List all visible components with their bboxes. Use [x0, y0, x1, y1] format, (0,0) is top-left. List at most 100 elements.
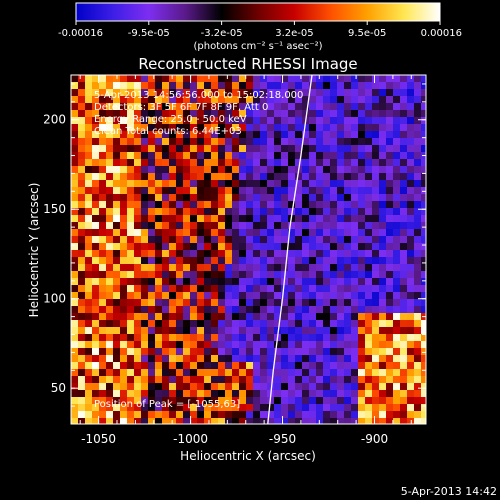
heatmap-cell	[400, 145, 407, 152]
heatmap-cell	[134, 320, 141, 327]
heatmap-cell	[176, 166, 183, 173]
heatmap-cell	[71, 131, 78, 138]
heatmap-cell	[407, 271, 414, 278]
heatmap-cell	[92, 320, 99, 327]
heatmap-cell	[309, 222, 316, 229]
heatmap-cell	[295, 250, 302, 257]
heatmap-cell	[225, 285, 232, 292]
heatmap-cell	[71, 383, 78, 390]
heatmap-cell	[239, 145, 246, 152]
heatmap-cell	[120, 89, 127, 96]
heatmap-cell	[267, 96, 274, 103]
heatmap-cell	[141, 411, 148, 418]
heatmap-cell	[309, 348, 316, 355]
heatmap-cell	[323, 327, 330, 334]
heatmap-cell	[316, 117, 323, 124]
heatmap-cell	[92, 159, 99, 166]
heatmap-cell	[71, 264, 78, 271]
heatmap-cell	[204, 250, 211, 257]
heatmap-cell	[260, 89, 267, 96]
heatmap-cell	[372, 215, 379, 222]
heatmap-cell	[155, 285, 162, 292]
heatmap-cell	[386, 306, 393, 313]
heatmap-cell	[393, 243, 400, 250]
heatmap-cell	[218, 313, 225, 320]
heatmap-cell	[379, 313, 386, 320]
heatmap-cell	[372, 236, 379, 243]
heatmap-cell	[421, 187, 426, 194]
heatmap-cell	[365, 257, 372, 264]
heatmap-cell	[400, 138, 407, 145]
heatmap-cell	[281, 145, 288, 152]
heatmap-cell	[386, 348, 393, 355]
heatmap-cell	[358, 222, 365, 229]
heatmap-cell	[211, 187, 218, 194]
heatmap-cell	[302, 376, 309, 383]
heatmap-cell	[337, 194, 344, 201]
heatmap-cell	[211, 82, 218, 89]
heatmap-cell	[407, 89, 414, 96]
heatmap-cell	[134, 299, 141, 306]
heatmap-cell	[169, 180, 176, 187]
heatmap-cell	[92, 390, 99, 397]
heatmap-cell	[309, 313, 316, 320]
heatmap-cell	[365, 383, 372, 390]
heatmap-cell	[281, 110, 288, 117]
heatmap-cell	[148, 362, 155, 369]
heatmap-cell	[386, 124, 393, 131]
heatmap-cell	[316, 348, 323, 355]
heatmap-cell	[421, 159, 426, 166]
heatmap-cell	[267, 285, 274, 292]
heatmap-cell	[365, 180, 372, 187]
heatmap-cell	[309, 327, 316, 334]
heatmap-cell	[148, 187, 155, 194]
heatmap-cell	[106, 320, 113, 327]
heatmap-cell	[148, 222, 155, 229]
heatmap-cell	[197, 390, 204, 397]
heatmap-cell	[148, 404, 155, 411]
heatmap-cell	[246, 320, 253, 327]
heatmap-cell	[302, 82, 309, 89]
heatmap-cell	[190, 89, 197, 96]
heatmap-cell	[169, 138, 176, 145]
heatmap-cell	[288, 411, 295, 418]
heatmap-cell	[106, 264, 113, 271]
heatmap-cell	[281, 194, 288, 201]
heatmap-cell	[127, 96, 134, 103]
heatmap-cell	[253, 145, 260, 152]
heatmap-cell	[323, 166, 330, 173]
heatmap-cell	[295, 159, 302, 166]
heatmap-cell	[127, 89, 134, 96]
heatmap-cell	[99, 152, 106, 159]
heatmap-cell	[295, 264, 302, 271]
heatmap-cell	[183, 327, 190, 334]
heatmap-cell	[414, 236, 421, 243]
heatmap-cell	[274, 236, 281, 243]
heatmap-cell	[267, 110, 274, 117]
heatmap-cell	[337, 201, 344, 208]
heatmap-cell	[253, 362, 260, 369]
heatmap-cell	[71, 292, 78, 299]
heatmap-cell	[218, 138, 225, 145]
heatmap-cell	[225, 376, 232, 383]
heatmap-cell	[365, 397, 372, 404]
heatmap-cell	[71, 334, 78, 341]
heatmap-cell	[253, 411, 260, 418]
heatmap-cell	[120, 152, 127, 159]
heatmap-cell	[141, 110, 148, 117]
heatmap-cell	[78, 236, 85, 243]
heatmap-cell	[295, 236, 302, 243]
heatmap-cell	[295, 271, 302, 278]
heatmap-cell	[309, 334, 316, 341]
heatmap-cell	[393, 194, 400, 201]
colorbar-tick-label: -0.00016	[58, 28, 103, 39]
heatmap-cell	[274, 117, 281, 124]
heatmap-cell	[141, 103, 148, 110]
heatmap-cell	[106, 110, 113, 117]
heatmap-cell	[379, 418, 386, 424]
heatmap-cell	[302, 236, 309, 243]
heatmap-cell	[92, 355, 99, 362]
heatmap-cell	[281, 103, 288, 110]
heatmap-cell	[232, 397, 239, 404]
heatmap-cell	[344, 152, 351, 159]
